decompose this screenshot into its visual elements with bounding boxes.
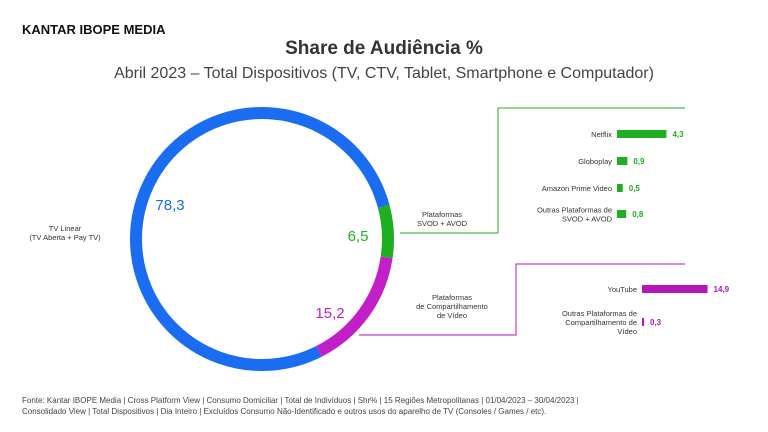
- slice-value-video-sharing: 15,2: [315, 305, 344, 322]
- svod-value-3: 0,8: [632, 210, 644, 219]
- donut-slice-video-sharing: [316, 256, 393, 357]
- svod-value-1: 0,9: [633, 157, 645, 166]
- svod-bar-3: [617, 210, 627, 218]
- video-sharing-value-1: 0,3: [650, 318, 662, 327]
- video-sharing-category-0: YouTube: [608, 285, 637, 294]
- footnote-line-2: Consolidado View | Total Dispositivos | …: [22, 407, 546, 416]
- donut-chart: [130, 107, 394, 371]
- svod-category-2: Amazon Prime Video: [542, 184, 612, 193]
- video-sharing-bar-1: [642, 318, 644, 326]
- svod-bar-1: [617, 157, 628, 165]
- video-sharing-bar-0: [642, 285, 708, 293]
- svod-category-0: Netflix: [591, 130, 612, 139]
- svod-bar-0: [617, 130, 667, 138]
- video-sharing-value-0: 14,9: [714, 285, 730, 294]
- svod-connector-line: [400, 107, 685, 234]
- video-connector-line: [359, 263, 685, 336]
- chart-title: Share de Audiência %: [285, 38, 483, 59]
- slice-value-svod: 6,5: [348, 228, 369, 245]
- donut-slice-svod: [377, 204, 394, 259]
- slice-label-tv-linear: TV Linear (TV Aberta + Pay TV): [29, 224, 101, 242]
- svod-value-0: 4,3: [672, 130, 684, 139]
- svod-category-1: Globoplay: [578, 157, 612, 166]
- slice-value-tv-linear: 78,3: [155, 197, 184, 214]
- svod-value-2: 0,5: [629, 184, 641, 193]
- slice-label-svod: Plataformas SVOD + AVOD: [417, 210, 468, 228]
- donut-slice-tv-linear: [130, 107, 390, 371]
- chart-subtitle: Abril 2023 – Total Dispositivos (TV, CTV…: [114, 65, 654, 82]
- svod-category-3: Outras Plataformas de SVOD + AVOD: [537, 206, 613, 224]
- slice-label-video-sharing: Plataformas de Compartilhamento de Vídeo: [416, 293, 488, 320]
- svod-bar-2: [617, 184, 623, 192]
- brand-logo: KANTAR IBOPE MEDIA: [22, 22, 166, 37]
- footnote-line-1: Fonte: Kantar IBOPE Media | Cross Platfo…: [22, 396, 579, 405]
- video-sharing-category-1: Outras Plataformas de Compartilhamento de…: [562, 309, 637, 336]
